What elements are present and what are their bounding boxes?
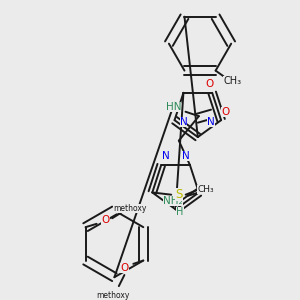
Text: methoxy: methoxy	[97, 290, 130, 299]
Text: H: H	[176, 208, 184, 218]
Text: HN: HN	[166, 102, 181, 112]
Text: CH₃: CH₃	[197, 184, 214, 194]
Text: NH₂: NH₂	[164, 196, 183, 206]
Text: N: N	[162, 151, 170, 161]
Text: methoxy: methoxy	[113, 204, 147, 213]
Text: O: O	[206, 79, 214, 89]
Text: N: N	[207, 117, 215, 128]
Text: N: N	[182, 151, 189, 161]
Text: N: N	[180, 117, 187, 128]
Text: O: O	[120, 263, 128, 273]
Text: CH₃: CH₃	[223, 76, 242, 85]
Text: O: O	[101, 215, 110, 226]
Text: O: O	[221, 107, 230, 117]
Text: S: S	[175, 188, 183, 201]
